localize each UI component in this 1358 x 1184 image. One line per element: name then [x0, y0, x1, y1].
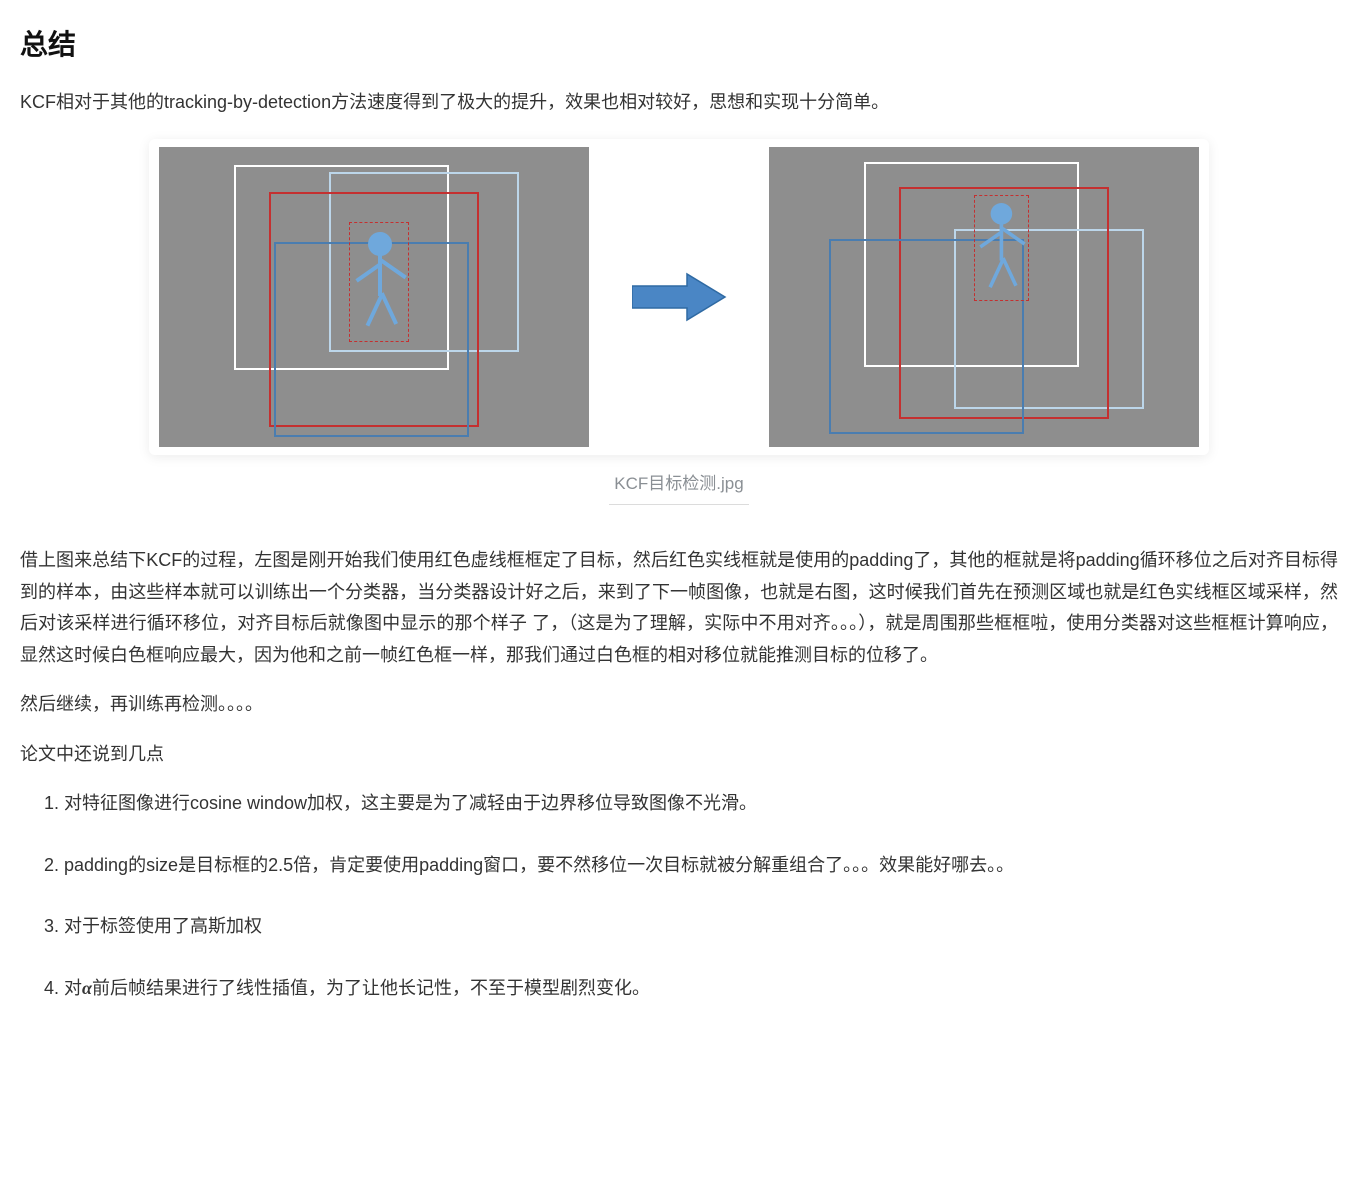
- figure-panel-left: [159, 147, 589, 447]
- figure-panel-right: [769, 147, 1199, 447]
- figure-inner: [157, 147, 1201, 447]
- section-heading: 总结: [20, 20, 1338, 69]
- stick-figure-icon: [364, 232, 404, 342]
- figure-card: [149, 139, 1209, 455]
- explain-paragraph-3: 论文中还说到几点: [20, 739, 1338, 771]
- intro-paragraph: KCF相对于其他的tracking-by-detection方法速度得到了极大的…: [20, 87, 1338, 119]
- point-3: 对于标签使用了高斯加权: [64, 911, 1338, 943]
- explain-paragraph-2: 然后继续，再训练再检测。。。。: [20, 689, 1338, 721]
- figure-caption: KCF目标检测.jpg: [20, 469, 1338, 499]
- alpha-symbol: α: [82, 978, 92, 998]
- explain-paragraph-1: 借上图来总结下KCF的过程，左图是刚开始我们使用红色虚线框框定了目标，然后红色实…: [20, 545, 1338, 671]
- arrow-icon: [629, 272, 729, 322]
- point-4-prefix: 对: [64, 978, 82, 998]
- point-4-suffix: 前后帧结果进行了线性插值，为了让他长记性，不至于模型剧烈变化。: [92, 978, 650, 998]
- point-1: 对特征图像进行cosine window加权，这主要是为了减轻由于边界移位导致图…: [64, 788, 1338, 820]
- point-4: 对α前后帧结果进行了线性插值，为了让他长记性，不至于模型剧烈变化。: [64, 973, 1338, 1005]
- point-2: padding的size是目标框的2.5倍，肯定要使用padding窗口，要不然…: [64, 850, 1338, 882]
- points-list: 对特征图像进行cosine window加权，这主要是为了减轻由于边界移位导致图…: [20, 788, 1338, 1004]
- stick-figure-icon: [987, 203, 1023, 302]
- caption-divider: [609, 504, 749, 505]
